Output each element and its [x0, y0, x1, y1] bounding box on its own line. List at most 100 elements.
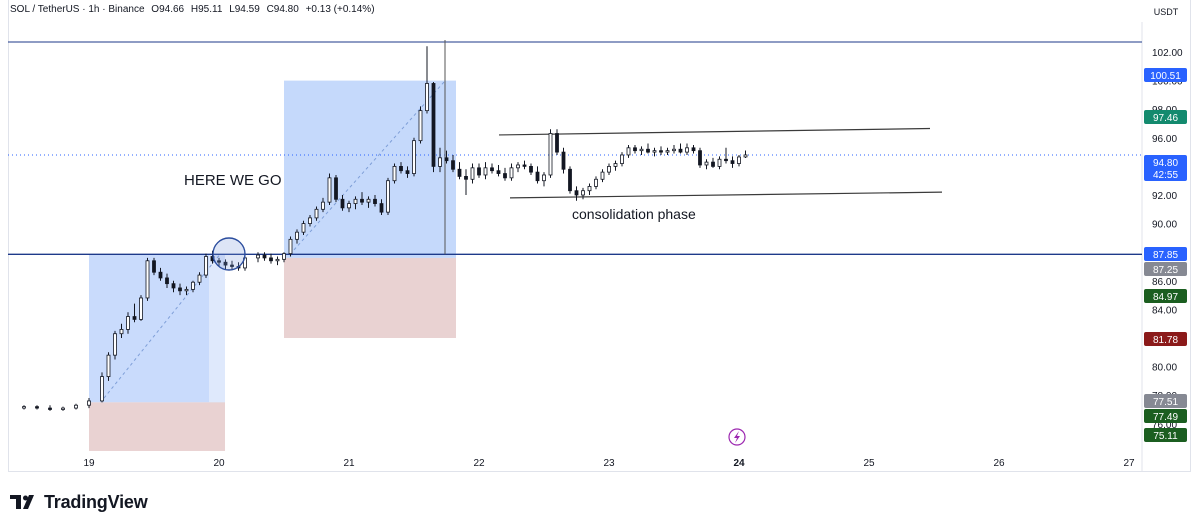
candle-body	[555, 133, 559, 153]
candle-body	[477, 167, 481, 176]
candle-body	[87, 400, 91, 406]
breakout-circle-marker	[212, 237, 246, 271]
candle-body	[191, 281, 195, 290]
candle-body	[626, 147, 631, 156]
candle-body	[204, 256, 208, 276]
candle-body	[223, 261, 228, 266]
y-tick-label: 86.00	[1152, 277, 1177, 288]
chart-frame[interactable]	[8, 0, 1191, 472]
y-tick-label: 92.00	[1152, 191, 1177, 202]
candle-body	[444, 157, 449, 162]
candle-body	[301, 223, 306, 233]
price-tag-label: 84.97	[1153, 292, 1178, 303]
candle-body	[308, 217, 312, 225]
candle-body	[113, 333, 117, 356]
candle-body	[607, 165, 611, 173]
candle-body	[366, 198, 371, 203]
y-tick-label: 76.00	[1152, 420, 1177, 431]
candle-body	[737, 156, 741, 164]
candle-body	[288, 238, 293, 255]
countdown-label: 42:55	[1153, 170, 1178, 181]
candle-body	[743, 154, 748, 158]
low-value: L94.59	[229, 4, 260, 15]
candle-body	[48, 407, 52, 410]
symbol-legend: SOL / TetherUS · 1h · Binance O94.66 H95…	[10, 4, 379, 15]
symbol-info[interactable]: SOL / TetherUS · 1h · Binance	[10, 4, 145, 15]
price-tag-bg	[1144, 409, 1187, 423]
candle-body	[561, 151, 566, 170]
price-tag-label: 94.80	[1153, 158, 1178, 169]
candle-body	[230, 264, 234, 267]
close-value: C94.80	[266, 4, 299, 15]
high-value: H95.11	[190, 4, 223, 15]
candle-body	[35, 406, 39, 409]
candle-body	[613, 163, 618, 167]
candle-body	[22, 406, 26, 409]
candle-body	[256, 254, 260, 259]
channel-bottom-line	[509, 191, 943, 199]
projection-line-2	[289, 81, 445, 255]
x-tick-label: 25	[863, 458, 875, 469]
candle-body	[652, 150, 657, 153]
candle-body	[347, 203, 351, 209]
candle-body	[451, 160, 455, 170]
price-tag-label: 87.85	[1153, 250, 1178, 261]
candle-body	[698, 150, 702, 166]
candle-body	[74, 404, 78, 409]
price-tag-bg	[1144, 247, 1187, 261]
tradingview-brand: TradingView	[10, 490, 148, 514]
currency-button[interactable]: USDT	[1153, 7, 1179, 17]
candle-body	[639, 148, 644, 152]
candle-body	[496, 170, 501, 174]
candle-body	[373, 198, 377, 204]
candle-body	[574, 190, 579, 196]
x-tick-label: 24	[733, 458, 745, 469]
x-tick-label: 27	[1123, 458, 1135, 469]
projection-line-1	[103, 254, 221, 399]
price-tag-bg	[1144, 68, 1187, 82]
candle-body	[314, 208, 319, 219]
open-value: O94.66	[151, 4, 185, 15]
candle-body	[269, 257, 273, 262]
candle-body	[457, 168, 462, 177]
candle-body	[360, 198, 364, 203]
tradingview-wordmark: TradingView	[44, 491, 148, 512]
candle-body	[386, 180, 390, 213]
candle-body	[275, 258, 280, 262]
candle-body	[327, 177, 332, 203]
candle-body	[152, 260, 156, 273]
x-tick-label: 21	[343, 458, 355, 469]
tradingview-logo-icon	[10, 495, 34, 509]
candle-body	[548, 133, 553, 176]
candle-body	[587, 186, 592, 192]
candle-body	[184, 288, 189, 292]
candle-body	[724, 158, 728, 162]
candle-body	[665, 150, 670, 153]
candle-body	[100, 376, 104, 402]
y-tick-label: 90.00	[1152, 220, 1177, 231]
change-value: +0.13 (+0.14%)	[305, 4, 375, 15]
price-tag-label: 87.25	[1153, 265, 1178, 276]
lightning-icon	[734, 431, 740, 443]
y-tick-label: 100.00	[1152, 77, 1183, 88]
annotation-consolidation: consolidation phase	[572, 206, 696, 222]
candle-body	[282, 253, 286, 260]
candle-body	[633, 147, 637, 152]
candle-body	[717, 158, 722, 167]
candle-body	[490, 167, 494, 172]
candle-body	[685, 147, 689, 153]
candle-body	[431, 83, 436, 167]
y-tick-label: 80.00	[1152, 363, 1177, 374]
candle-body	[535, 171, 540, 182]
channel-top-line	[498, 127, 931, 136]
price-tag-bg	[1144, 428, 1187, 442]
candle-body	[262, 254, 267, 259]
stop-zone-2	[284, 257, 456, 338]
x-tick-label: 23	[603, 458, 615, 469]
price-tag-label: 100.51	[1150, 71, 1181, 82]
candle-body	[529, 165, 533, 173]
candle-body	[418, 110, 423, 142]
price-tag-label: 77.51	[1153, 397, 1178, 408]
y-tick-label: 96.00	[1152, 134, 1177, 145]
